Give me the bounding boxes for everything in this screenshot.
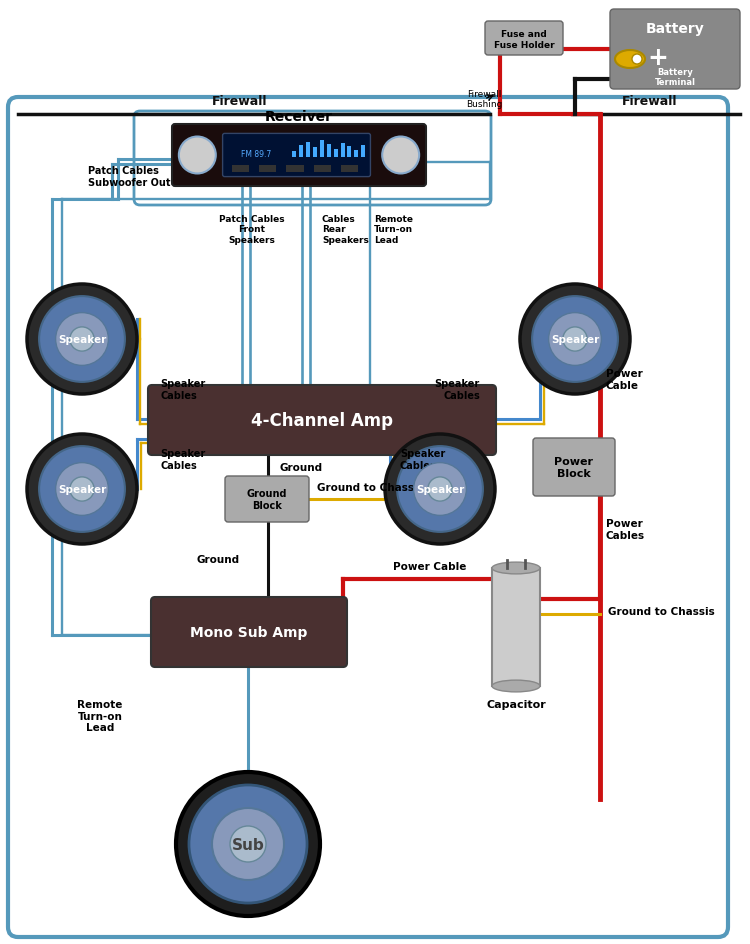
Text: Patch Cables
Front
Speakers: Patch Cables Front Speakers: [219, 215, 285, 244]
Bar: [306, 143, 310, 158]
Text: Speaker
Cables: Speaker Cables: [400, 448, 445, 470]
Circle shape: [382, 138, 419, 175]
Bar: [334, 150, 338, 158]
Circle shape: [563, 328, 587, 352]
Circle shape: [176, 772, 320, 916]
Circle shape: [27, 285, 137, 395]
Text: Power
Cables: Power Cables: [606, 518, 645, 540]
Text: Speaker
Cables: Speaker Cables: [160, 379, 206, 400]
Text: Remote
Turn-on
Lead: Remote Turn-on Lead: [77, 700, 123, 733]
Text: FM 89.7: FM 89.7: [241, 149, 272, 159]
Ellipse shape: [615, 51, 645, 69]
Text: Firewall: Firewall: [622, 95, 678, 108]
FancyBboxPatch shape: [225, 477, 309, 522]
Bar: [492, 568, 540, 686]
Circle shape: [212, 808, 284, 880]
Circle shape: [413, 464, 466, 515]
Bar: [354, 151, 358, 158]
Circle shape: [548, 313, 602, 366]
Circle shape: [27, 434, 137, 545]
Circle shape: [532, 296, 618, 382]
Text: 4-Channel Amp: 4-Channel Amp: [251, 412, 393, 430]
Text: Capacitor: Capacitor: [486, 700, 546, 709]
Circle shape: [56, 313, 109, 366]
Text: Battery
Terminal: Battery Terminal: [655, 68, 695, 87]
Text: +: +: [647, 46, 668, 70]
Text: Speaker: Speaker: [416, 484, 464, 495]
Bar: [314, 165, 331, 173]
Circle shape: [189, 785, 307, 903]
Text: Ground to Chassis: Ground to Chassis: [608, 606, 715, 616]
FancyBboxPatch shape: [533, 439, 615, 497]
FancyBboxPatch shape: [223, 134, 370, 177]
Bar: [320, 141, 324, 158]
Text: Ground: Ground: [280, 463, 323, 473]
Bar: [286, 165, 304, 173]
Text: Firewall: Firewall: [212, 95, 268, 108]
Circle shape: [70, 478, 94, 501]
Text: Speaker: Speaker: [550, 334, 599, 345]
Circle shape: [397, 447, 483, 532]
Text: Ground to Chassis: Ground to Chassis: [316, 482, 423, 493]
Bar: [347, 147, 352, 158]
Circle shape: [385, 434, 495, 545]
Text: Mono Sub Amp: Mono Sub Amp: [190, 625, 308, 639]
Text: Firewall
Bushing: Firewall Bushing: [466, 90, 503, 110]
Bar: [292, 152, 296, 158]
Bar: [299, 146, 303, 158]
Bar: [362, 145, 365, 158]
Text: Fuse and
Fuse Holder: Fuse and Fuse Holder: [494, 30, 554, 50]
Circle shape: [56, 464, 109, 515]
Text: Speaker: Speaker: [58, 484, 106, 495]
Ellipse shape: [492, 563, 540, 574]
Circle shape: [39, 296, 125, 382]
FancyBboxPatch shape: [151, 598, 347, 667]
Text: Power
Block: Power Block: [554, 457, 593, 479]
Circle shape: [230, 826, 266, 862]
Circle shape: [520, 285, 630, 395]
Circle shape: [178, 138, 216, 175]
Text: Power
Cable: Power Cable: [606, 369, 643, 391]
Circle shape: [632, 55, 642, 65]
Text: Speaker
Cables: Speaker Cables: [160, 448, 206, 470]
Ellipse shape: [492, 681, 540, 692]
Bar: [232, 165, 249, 173]
Text: Power Cable: Power Cable: [393, 562, 466, 571]
Text: Remote
Turn-on
Lead: Remote Turn-on Lead: [374, 215, 413, 244]
Text: Ground: Ground: [196, 554, 240, 565]
Circle shape: [428, 478, 452, 501]
Text: Receiver: Receiver: [265, 110, 333, 124]
Circle shape: [70, 328, 94, 352]
Text: Cables
Rear
Speakers: Cables Rear Speakers: [322, 215, 369, 244]
Text: Sub: Sub: [232, 836, 264, 851]
FancyBboxPatch shape: [610, 10, 740, 90]
Bar: [313, 148, 317, 158]
FancyBboxPatch shape: [172, 125, 426, 187]
Text: Battery: Battery: [646, 22, 704, 36]
Bar: [327, 144, 331, 158]
FancyBboxPatch shape: [485, 22, 563, 56]
Bar: [341, 165, 358, 173]
Text: Patch Cables
Subwoofer Out: Patch Cables Subwoofer Out: [88, 166, 170, 188]
Bar: [340, 143, 344, 158]
Circle shape: [39, 447, 125, 532]
Text: Ground
Block: Ground Block: [247, 489, 287, 511]
Text: Speaker
Cables: Speaker Cables: [435, 379, 480, 400]
Bar: [259, 165, 277, 173]
Text: Speaker: Speaker: [58, 334, 106, 345]
FancyBboxPatch shape: [148, 385, 496, 456]
